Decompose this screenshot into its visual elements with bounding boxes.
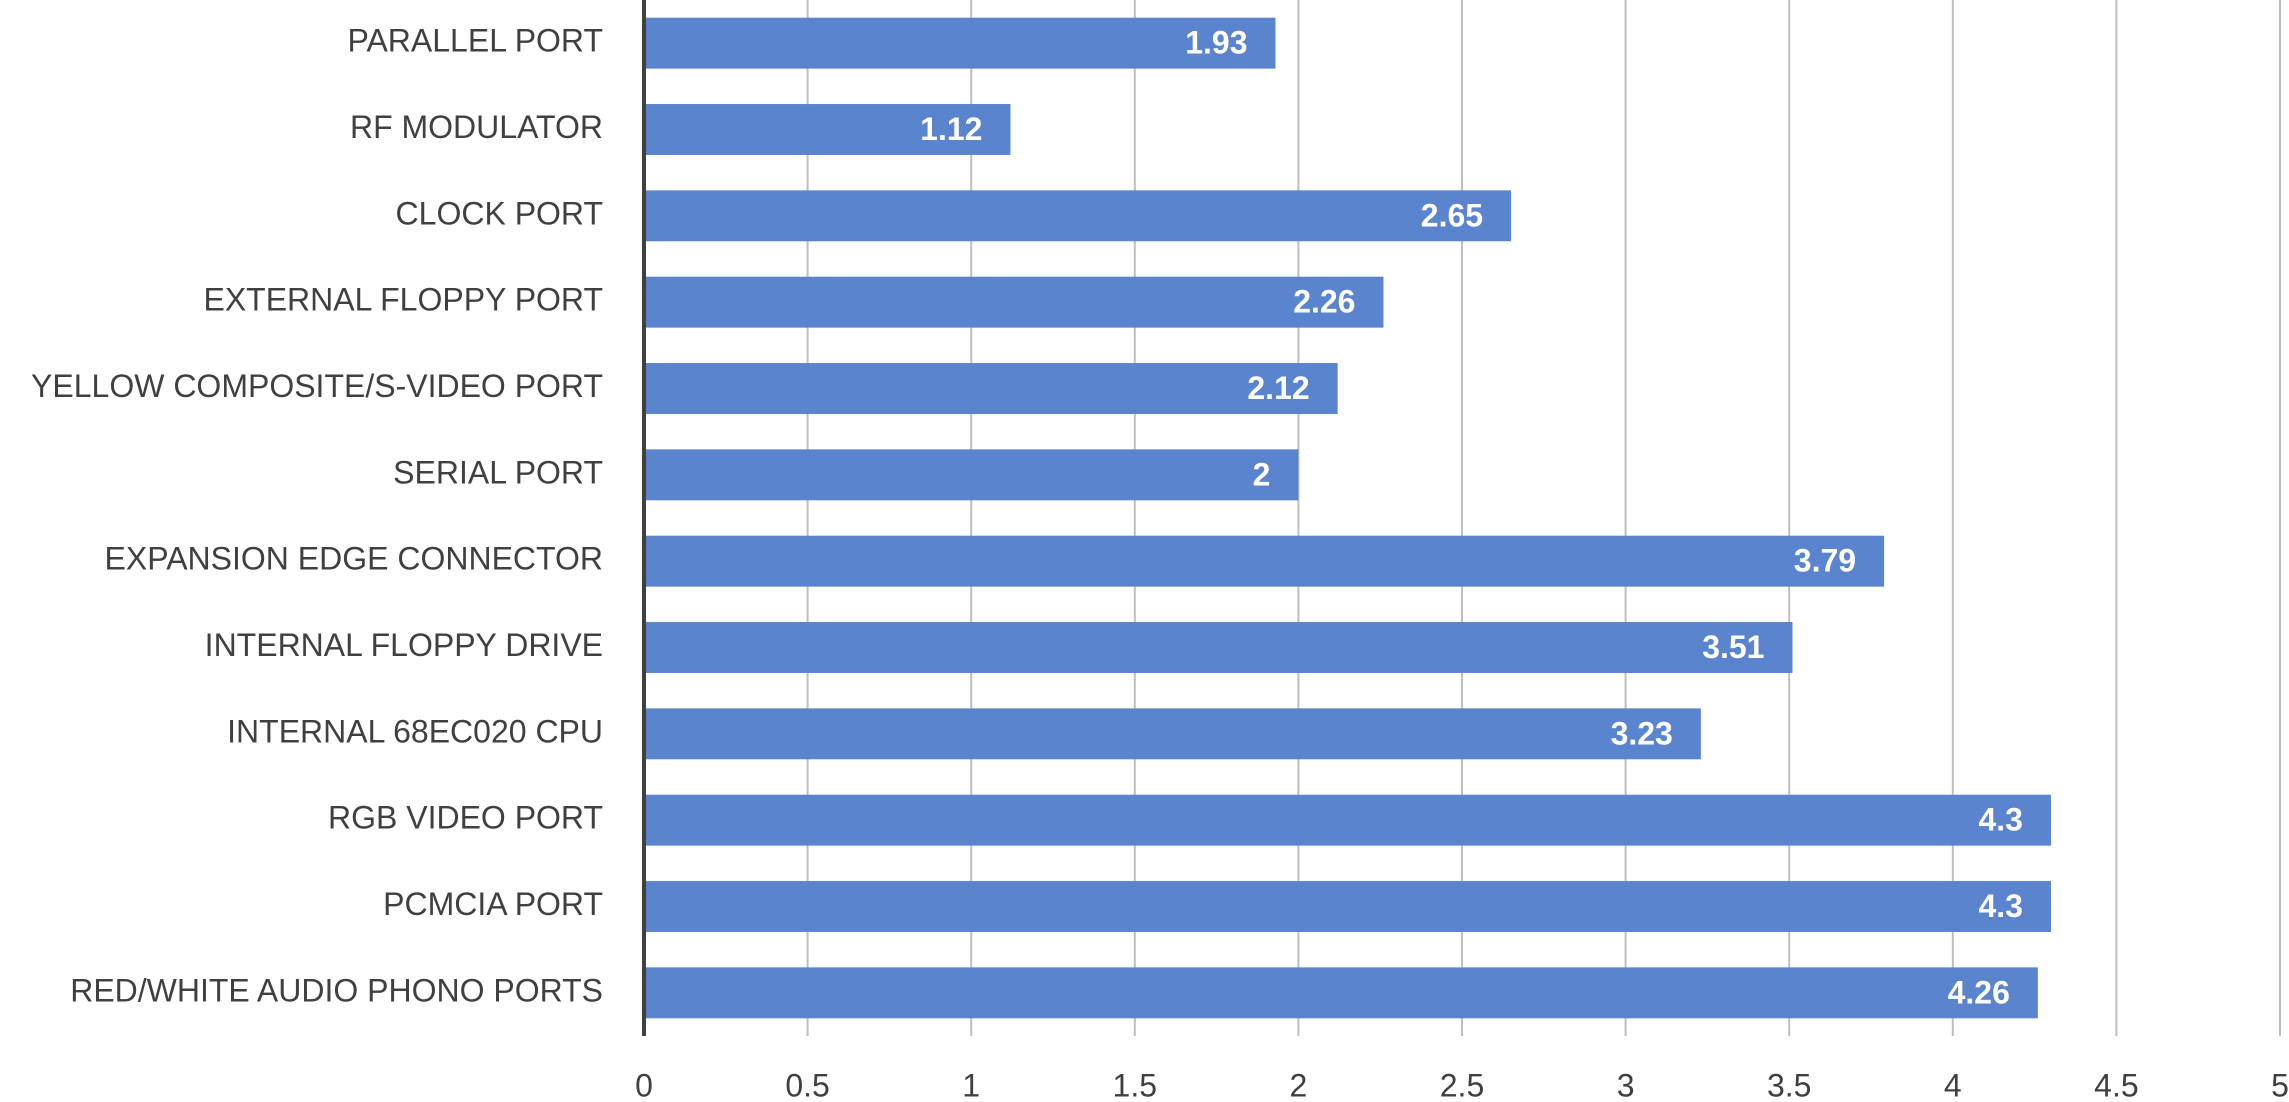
y-tick-label: PARALLEL PORT — [347, 23, 603, 59]
y-tick-label: INTERNAL 68EC020 CPU — [227, 713, 603, 749]
y-tick-label: YELLOW COMPOSITE/S-VIDEO PORT — [31, 368, 603, 404]
bar — [644, 794, 2051, 846]
y-tick-label: RED/WHITE AUDIO PHONO PORTS — [70, 972, 603, 1008]
y-tick-label: INTERNAL FLOPPY DRIVE — [205, 627, 603, 663]
x-tick-label: 1 — [962, 1067, 980, 1102]
data-label: 4.26 — [1948, 974, 2010, 1010]
data-label: 2.12 — [1247, 370, 1309, 406]
data-label: 1.12 — [920, 111, 982, 147]
x-tick-label: 3.5 — [1767, 1067, 1811, 1102]
x-tick-label: 1.5 — [1113, 1067, 1157, 1102]
x-tick-label: 2 — [1290, 1067, 1308, 1102]
bar — [644, 190, 1512, 242]
y-tick-label: RF MODULATOR — [350, 109, 603, 145]
bar — [644, 17, 1276, 69]
x-tick-label: 4.5 — [2094, 1067, 2138, 1102]
data-label: 4.3 — [1978, 888, 2022, 924]
x-tick-label: 4 — [1944, 1067, 1962, 1102]
y-tick-label: EXTERNAL FLOPPY PORT — [203, 282, 603, 318]
bar — [644, 276, 1384, 328]
y-tick-label: PCMCIA PORT — [383, 886, 603, 922]
data-label: 2 — [1253, 456, 1271, 492]
x-tick-label: 2.5 — [1440, 1067, 1484, 1102]
y-tick-label: SERIAL PORT — [393, 454, 603, 490]
x-tick-label: 3 — [1617, 1067, 1635, 1102]
x-tick-label: 0 — [635, 1067, 653, 1102]
data-label: 3.79 — [1794, 543, 1856, 579]
bar — [644, 967, 2038, 1019]
bar — [644, 708, 1701, 760]
y-tick-label: EXPANSION EDGE CONNECTOR — [105, 541, 603, 577]
data-label: 1.93 — [1185, 25, 1247, 61]
data-label: 3.51 — [1702, 629, 1764, 665]
bar — [644, 622, 1793, 673]
x-tick-label: 5 — [2271, 1067, 2289, 1102]
data-label: 3.23 — [1611, 715, 1673, 751]
bar — [644, 535, 1885, 587]
y-tick-label: RGB VIDEO PORT — [328, 800, 603, 836]
data-label: 4.3 — [1978, 802, 2022, 838]
bar — [644, 363, 1338, 414]
data-label: 2.26 — [1293, 284, 1355, 320]
bar — [644, 881, 2051, 932]
bar — [644, 449, 1299, 501]
y-tick-label: CLOCK PORT — [396, 195, 603, 231]
bar — [644, 104, 1011, 155]
x-tick-label: 0.5 — [785, 1067, 829, 1102]
data-label: 2.65 — [1421, 197, 1483, 233]
